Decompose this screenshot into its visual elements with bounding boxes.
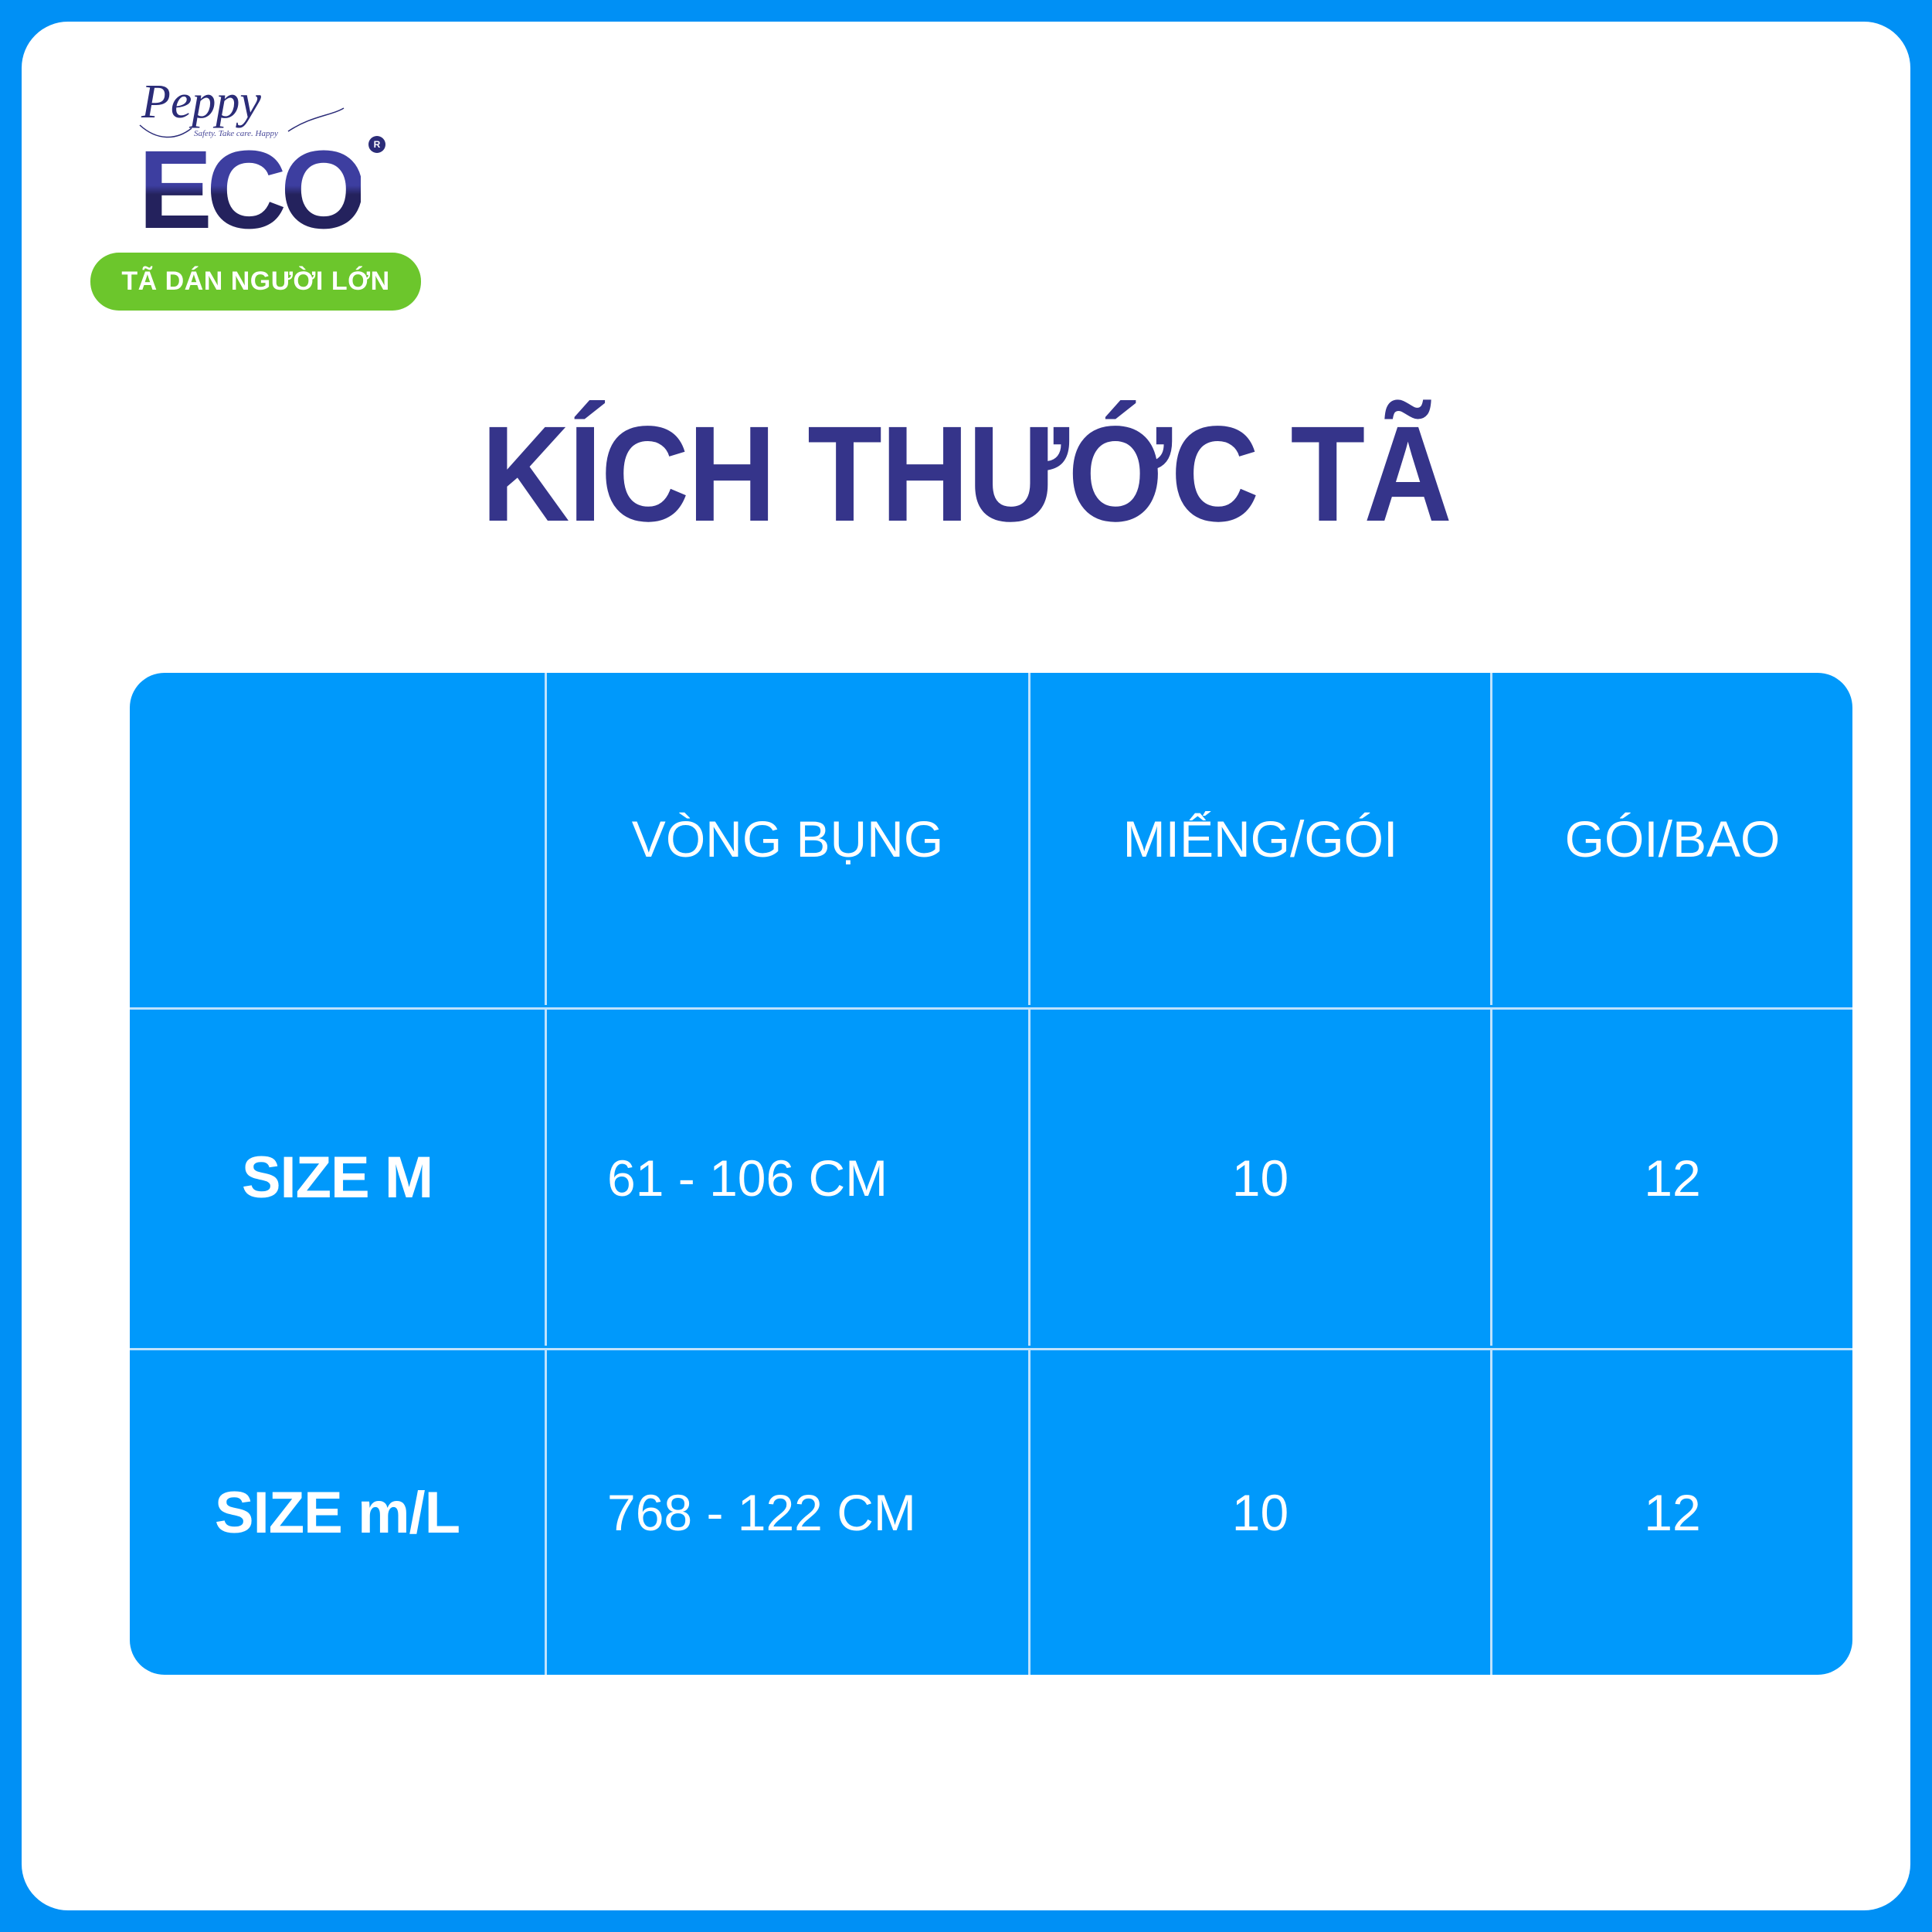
svg-text:Peppy: Peppy [141,76,261,128]
